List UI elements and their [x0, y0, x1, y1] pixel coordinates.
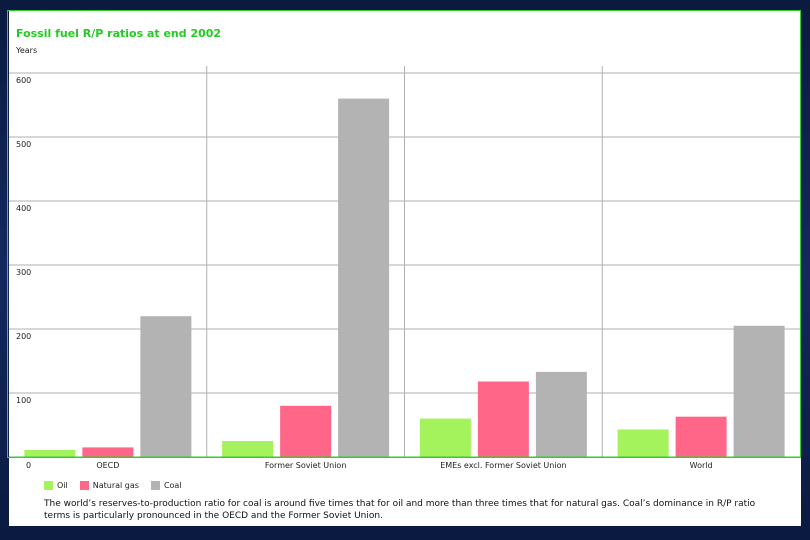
legend-label-coal: Coal — [163, 481, 182, 490]
chart-title: Fossil fuel R/P ratios at end 2002 — [16, 27, 222, 40]
y-tick-label-0: 0 — [26, 461, 31, 470]
chart-caption: The world’s reserves-to-production ratio… — [44, 499, 756, 521]
legend-item-oil: Oil — [44, 481, 68, 490]
x-tick-label-2: EMEs excl. Former Soviet Union — [440, 461, 566, 470]
legend-swatch-coal — [150, 481, 160, 490]
bar-oil-2 — [419, 418, 471, 457]
bar-oil-3 — [617, 429, 669, 457]
legend-label-natural-gas: Natural gas — [92, 481, 139, 490]
y-tick-label-100: 100 — [16, 396, 31, 405]
x-tick-label-3: World — [690, 461, 713, 470]
legend-swatch-oil — [44, 481, 53, 490]
chart-legend: Oil Natural gas Coal — [44, 481, 194, 490]
bar-coal-2 — [535, 371, 587, 457]
x-tick-label-0: OECD — [96, 461, 119, 470]
x-tick-label-1: Former Soviet Union — [265, 461, 347, 470]
legend-item-coal: Coal — [150, 481, 182, 490]
bar-coal-0 — [140, 316, 192, 457]
y-tick-label-400: 400 — [16, 204, 31, 213]
y-axis-label: Years — [16, 46, 38, 55]
bar-natural-gas-3 — [675, 416, 727, 457]
legend-swatch-natural-gas — [79, 481, 89, 490]
bar-coal-1 — [338, 98, 390, 457]
y-tick-label-300: 300 — [16, 268, 31, 277]
bar-coal-3 — [733, 325, 785, 457]
bar-oil-1 — [222, 441, 274, 457]
bar-natural-gas-2 — [477, 381, 529, 457]
y-tick-label-200: 200 — [16, 332, 31, 341]
legend-label-oil: Oil — [57, 481, 68, 490]
bar-natural-gas-1 — [280, 405, 332, 457]
legend-item-natural-gas: Natural gas — [79, 481, 139, 490]
bar-oil-0 — [24, 449, 76, 457]
y-tick-label-600: 600 — [16, 76, 31, 85]
y-tick-label-500: 500 — [16, 140, 31, 149]
bar-natural-gas-0 — [82, 447, 134, 457]
